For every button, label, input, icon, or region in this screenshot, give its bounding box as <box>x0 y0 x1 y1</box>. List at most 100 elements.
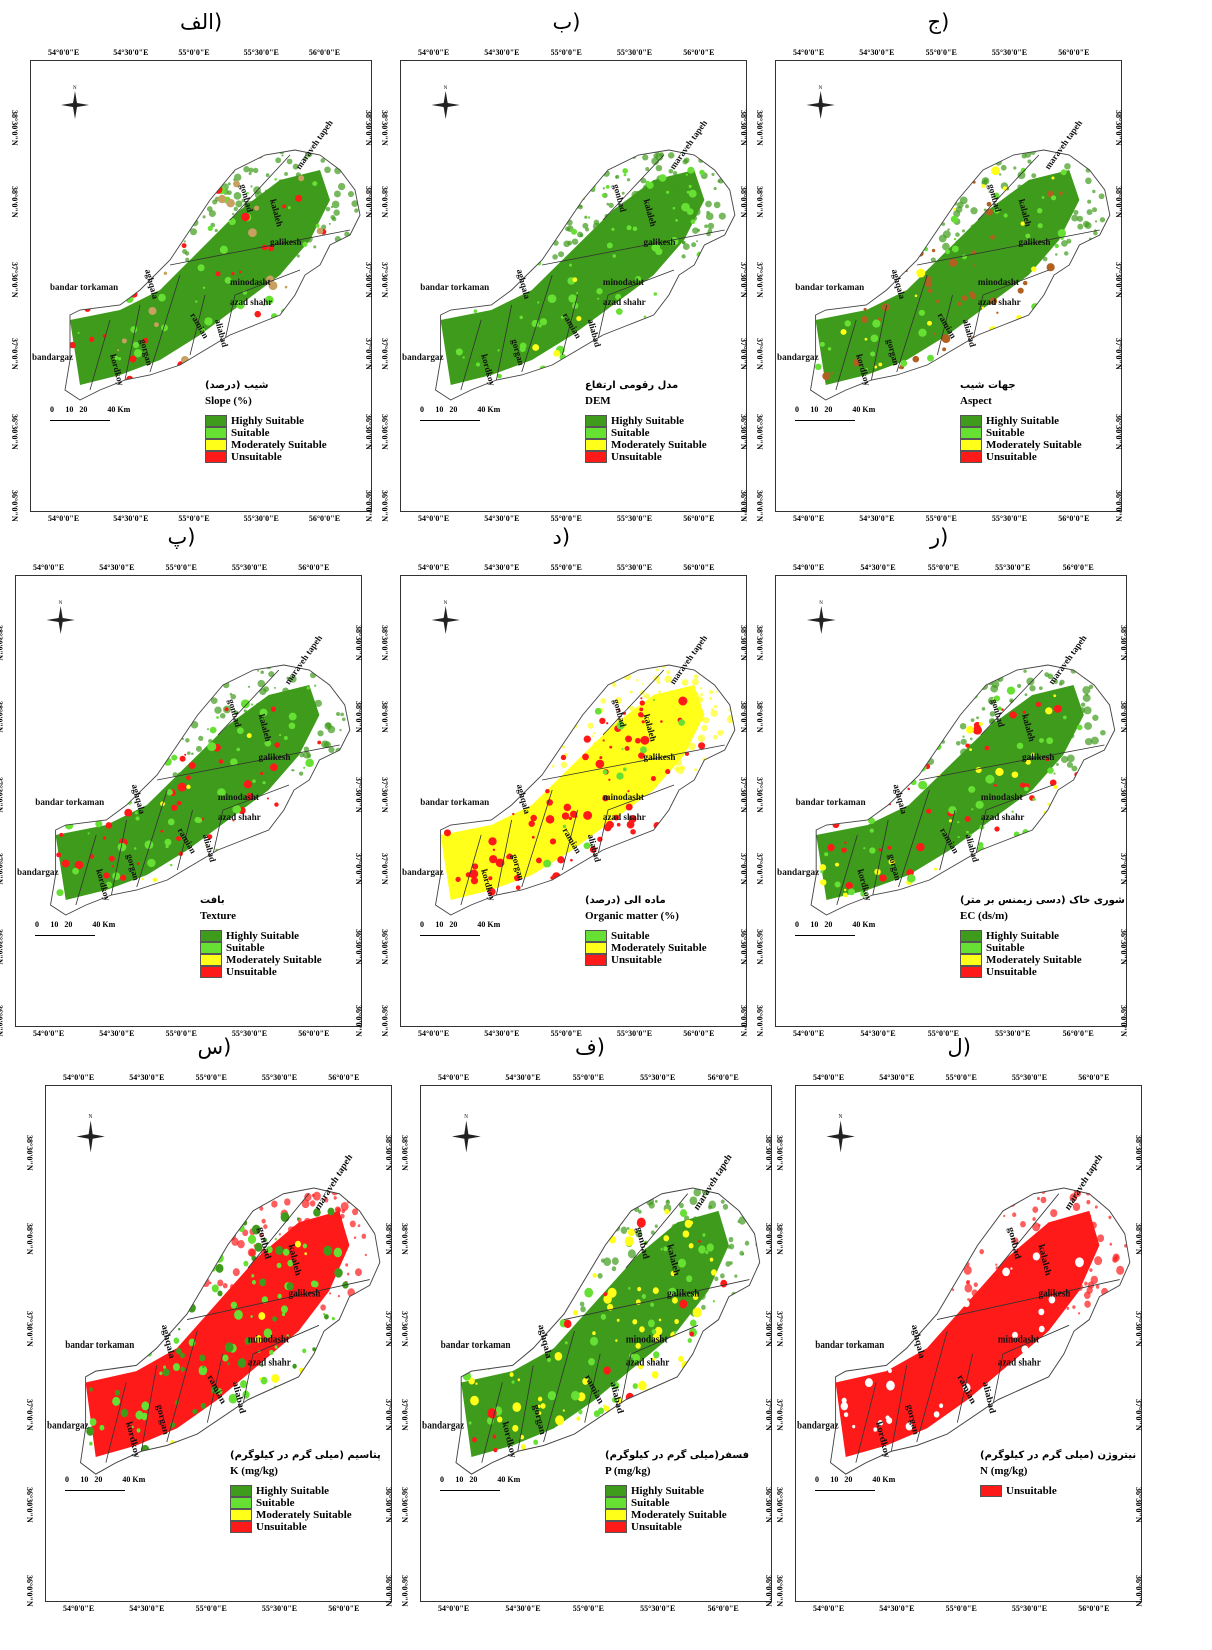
legend-title-en: Aspect <box>960 395 992 407</box>
latitude-tick-label: 38°0'0"N <box>775 1222 784 1255</box>
longitude-tick-label: 54°30'0"E <box>859 48 895 57</box>
legend-item: Suitable <box>585 427 707 439</box>
latitude-tick-label: 38°0'0"N <box>755 700 764 733</box>
legend-label: Moderately Suitable <box>611 942 707 954</box>
legend-item: Moderately Suitable <box>605 1509 749 1521</box>
latitude-tick-label: 38°30'0"N <box>0 625 4 661</box>
legend-item: Moderately Suitable <box>960 439 1082 451</box>
longitude-tick-label: 56°0'0"E <box>683 48 715 57</box>
legend-swatch <box>605 1509 627 1521</box>
legend-swatch <box>585 427 607 439</box>
scale-line <box>795 930 855 936</box>
longitude-tick-label: 54°0'0"E <box>793 1029 825 1038</box>
legend-swatch <box>585 439 607 451</box>
legend-swatch <box>960 942 982 954</box>
scale-label: 10 <box>810 405 819 414</box>
town-label: bandargaz <box>32 352 73 362</box>
legend-item: Unsuitable <box>605 1521 749 1533</box>
north-label: N <box>464 1114 468 1120</box>
town-label: minodasht <box>981 792 1023 802</box>
scale-label: 0 <box>35 920 39 929</box>
legend-label: Moderately Suitable <box>226 954 322 966</box>
longitude-tick-label: 55°30'0"E <box>995 563 1031 572</box>
longitude-tick-label: 55°30'0"E <box>616 563 653 572</box>
scale-label: 0 <box>65 1475 69 1484</box>
longitude-tick-label: 54°0'0"E <box>793 48 825 57</box>
town-label: azad shahr <box>981 812 1024 822</box>
latitude-tick-label: 38°0'0"N <box>0 700 4 733</box>
legend-label: Highly Suitable <box>231 415 305 427</box>
legend-label: Unsuitable <box>226 966 277 978</box>
longitude-tick-label: 54°30'0"E <box>505 1604 541 1613</box>
scale-label: 0 <box>420 405 424 414</box>
latitude-tick-label: 36°0'0"N <box>0 1004 4 1037</box>
longitude-tick-label: 55°0'0"E <box>178 514 210 523</box>
scale-label: 20 <box>844 1475 853 1484</box>
legend-label: Unsuitable <box>1006 1485 1057 1497</box>
north-arrow-icon: N <box>431 86 460 119</box>
legend-swatch <box>585 451 607 463</box>
latitude-tick-label: 36°0'0"N <box>380 489 389 522</box>
longitude-tick-label: 55°0'0"E <box>927 1029 959 1038</box>
legend-item: Moderately Suitable <box>960 954 1125 966</box>
north-arrow-icon: N <box>46 601 75 634</box>
longitude-tick-label: 54°0'0"E <box>418 514 450 523</box>
legend-label: Highly Suitable <box>631 1485 705 1497</box>
town-label: galikesh <box>270 237 302 247</box>
scale-label: 20 <box>449 920 458 929</box>
legend-label: Unsuitable <box>611 451 662 463</box>
scale-line <box>440 1485 500 1491</box>
longitude-tick-label: 55°30'0"E <box>991 48 1028 57</box>
longitude-tick-label: 55°0'0"E <box>550 514 582 523</box>
longitude-tick-label: 54°0'0"E <box>418 1029 450 1038</box>
town-label: azad shahr <box>978 297 1021 307</box>
scale-label: 40 Km <box>92 920 116 929</box>
longitude-tick-label: 54°30'0"E <box>505 1073 541 1082</box>
scale-label: 40 Km <box>497 1475 521 1484</box>
scale-label: 10 <box>65 405 74 414</box>
scale-label: 20 <box>64 920 73 929</box>
town-label: galikesh <box>1022 752 1054 762</box>
latitude-tick-label: 38°0'0"N <box>380 185 389 218</box>
legend-label: Unsuitable <box>256 1521 307 1533</box>
town-label: minodasht <box>230 277 271 287</box>
scale-label: 0 <box>815 1475 819 1484</box>
latitude-tick-label: 38°0'0"N <box>25 1222 34 1255</box>
scale-label: 0 <box>795 920 799 929</box>
legend-swatch <box>205 451 227 463</box>
longitude-tick-label: 55°30'0"E <box>243 48 279 57</box>
longitude-tick-label: 55°0'0"E <box>925 514 957 523</box>
scale-label: 0 <box>440 1475 444 1484</box>
legend-swatch <box>200 942 222 954</box>
town-label: bandargaz <box>47 1420 89 1432</box>
north-arrow-icon: N <box>826 1114 855 1153</box>
latitude-tick-label: 38°30'0"N <box>380 625 389 661</box>
latitude-tick-label: 37°30'0"N <box>0 776 4 813</box>
latitude-tick-label: 37°0'0"N <box>755 337 764 370</box>
town-label: bandargaz <box>797 1420 839 1432</box>
town-label: bandar torkaman <box>35 797 104 807</box>
town-label: azad shahr <box>248 1357 291 1369</box>
panel-letter: د) <box>552 525 571 549</box>
latitude-tick-label: 38°30'0"N <box>755 625 764 661</box>
scale-line <box>420 415 480 421</box>
legend-label: Unsuitable <box>631 1521 682 1533</box>
latitude-tick-label: 37°30'0"N <box>775 1310 784 1347</box>
longitude-tick-label: 54°30'0"E <box>484 563 520 572</box>
legend-label: Highly Suitable <box>986 930 1060 942</box>
scale-label: 10 <box>435 920 444 929</box>
longitude-tick-label: 55°30'0"E <box>640 1073 676 1082</box>
north-label: N <box>819 600 823 606</box>
latitude-tick-label: 36°30'0"N <box>25 1486 34 1523</box>
longitude-tick-label: 56°0'0"E <box>1078 1604 1110 1613</box>
map-panel-4: پ) 54°0'0"E 54°0'0"E 54°30'0"E 54°30'0"E 55°0… <box>0 525 395 1038</box>
longitude-tick-label: 55°30'0"E <box>991 514 1028 523</box>
longitude-tick-label: 55°0'0"E <box>927 563 959 572</box>
town-label: minodasht <box>603 792 644 802</box>
legend-swatch <box>980 1485 1002 1497</box>
legend-item: Moderately Suitable <box>585 942 707 954</box>
scale-bar: 0 10 20 40 Km <box>795 405 885 427</box>
longitude-tick-label: 56°0'0"E <box>298 1029 330 1038</box>
legend-swatch <box>585 930 607 942</box>
